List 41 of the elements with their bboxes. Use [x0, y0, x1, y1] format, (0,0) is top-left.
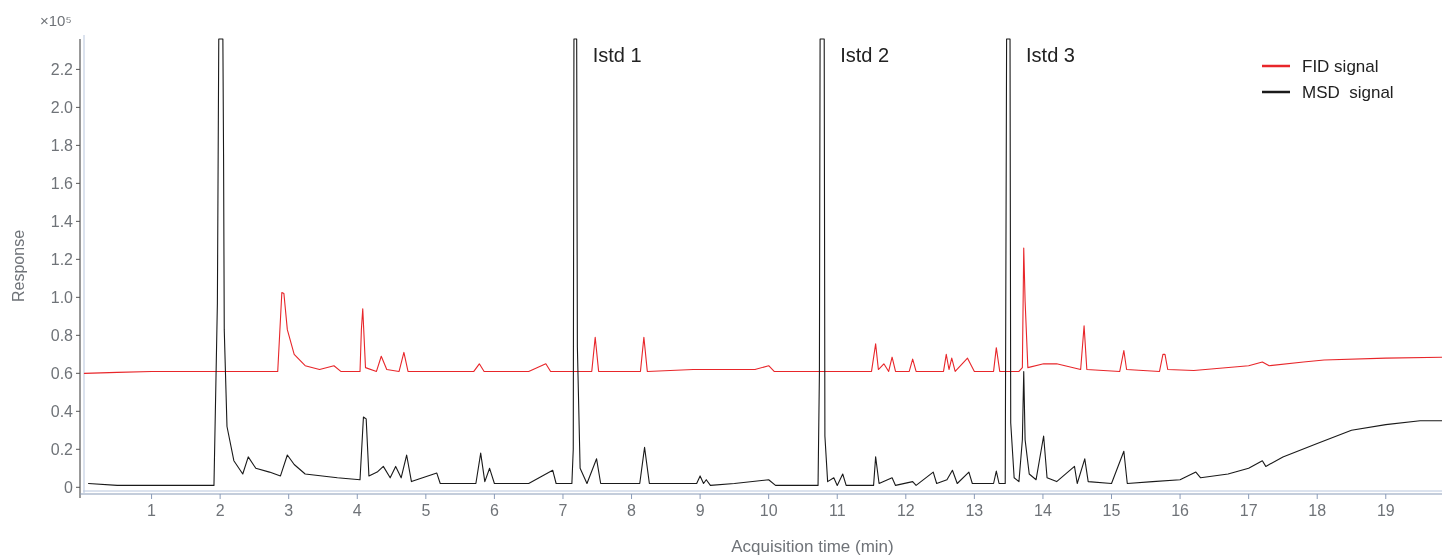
y-tick-label: 0.6: [50, 364, 74, 382]
x-tick-label: 17: [1239, 502, 1258, 519]
x-tick-label: 16: [1171, 502, 1190, 519]
annotation: Istd 1: [592, 44, 642, 66]
y-tick-label: 2.2: [50, 60, 74, 78]
x-tick-label: 12: [896, 502, 915, 519]
x-tick-label: 7: [558, 502, 568, 519]
x-tick-label: 18: [1308, 502, 1327, 519]
y-tick-label: 1.8: [50, 136, 74, 154]
y-tick-label: 0.2: [50, 440, 74, 458]
x-tick-label: 14: [1034, 502, 1052, 519]
y-tick-label: 1.0: [50, 288, 74, 306]
x-tick-label: 15: [1102, 502, 1121, 519]
x-tick-label: 6: [489, 502, 499, 519]
x-tick-label: 19: [1376, 502, 1395, 519]
annotation: Istd 3: [1026, 44, 1075, 66]
annotation: Istd 2: [840, 44, 890, 66]
y-tick-label: 0.8: [50, 326, 74, 344]
x-tick-label: 2: [215, 502, 225, 519]
y-tick-label: 0.4: [50, 402, 74, 420]
legend-label: MSD signal: [1302, 82, 1394, 102]
y-axis-title: Response: [10, 229, 27, 303]
y-tick-label: 1.4: [50, 212, 74, 230]
x-tick-label: 9: [695, 502, 705, 519]
y-tick-label: 1.2: [50, 250, 74, 268]
x-axis-title: Acquisition time (min): [731, 537, 894, 556]
x-tick-label: 1: [147, 502, 157, 519]
line-series: [83, 247, 1442, 374]
x-tick-label: 8: [627, 502, 637, 519]
y-tick-label: 2.0: [50, 98, 74, 116]
x-tick-label: 10: [759, 502, 778, 519]
x-tick-label: 5: [421, 502, 431, 519]
text: ×10⁵: [40, 12, 72, 29]
legend-label: FID signal: [1302, 56, 1379, 76]
x-tick-label: 3: [284, 502, 294, 519]
y-tick-label: 1.6: [50, 174, 74, 192]
line-series: [87, 38, 1442, 486]
y-tick-label: 0: [64, 478, 74, 496]
x-tick-label: 4: [352, 502, 362, 519]
x-tick-label: 13: [965, 502, 984, 519]
x-tick-label: 11: [828, 502, 846, 519]
